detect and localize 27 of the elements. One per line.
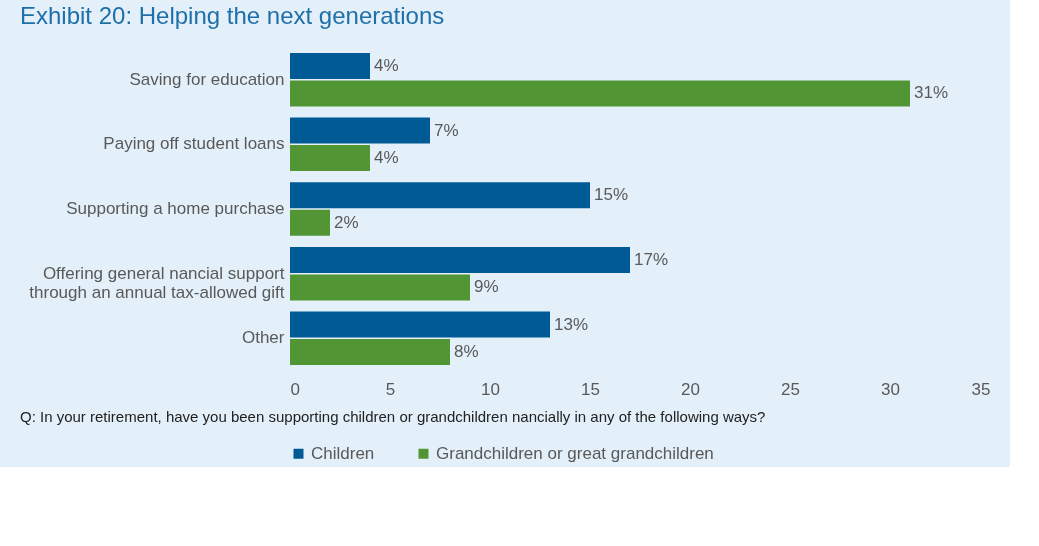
data-label: 17%	[634, 249, 669, 269]
legend-label: Grandchildren or great grandchildren	[436, 443, 714, 463]
x-tick-label: 10	[481, 379, 500, 399]
y-tick-label: Paying off student loans	[103, 134, 285, 154]
x-tick-label: 20	[681, 379, 700, 399]
y-tick-label: Saving for education	[129, 69, 285, 89]
x-tick-label: 0	[290, 379, 300, 399]
chart-title: Exhibit 20: Helping the next generations	[20, 2, 445, 29]
x-tick-label: 35	[971, 379, 991, 399]
x-tick-label: 25	[781, 379, 800, 399]
text: Q: In your retirement, have you been supporting children or grandchildren nancially in any of the following ways?	[20, 408, 766, 425]
x-tick-label: 5	[385, 379, 396, 399]
data-label: 13%	[554, 314, 589, 334]
y-tick-label: Other	[241, 328, 285, 348]
y-tick-label: Supporting a home purchase	[66, 199, 285, 218]
legend-label: Children	[311, 443, 375, 463]
data-label: 4%	[374, 55, 399, 75]
x-tick-label: 15	[581, 379, 600, 399]
data-label: 2%	[334, 212, 359, 232]
data-label: 15%	[594, 185, 629, 205]
data-label: 31%	[914, 83, 949, 103]
data-label: 8%	[454, 342, 479, 362]
data-label: 4%	[374, 148, 399, 168]
y-tick-label: Offering general nancial support through an annual tax-allowed gift	[29, 263, 285, 302]
data-label: 9%	[474, 277, 499, 297]
data-label: 7%	[434, 120, 459, 140]
x-tick-label: 30	[881, 379, 900, 399]
